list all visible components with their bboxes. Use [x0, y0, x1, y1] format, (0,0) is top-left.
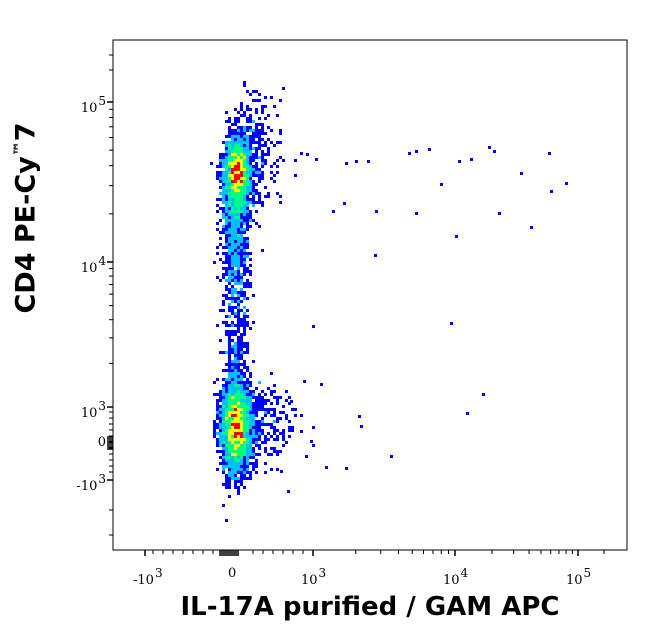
y-tick-label: 104 [80, 254, 106, 276]
y-tick-label: 0 [97, 435, 106, 450]
x-tick-label: 105 [566, 566, 592, 588]
y-tick-label: -103 [76, 472, 106, 494]
x-axis-label: IL-17A purified / GAM APC [180, 592, 560, 622]
y-tick-label: 103 [80, 399, 106, 421]
y-tick-label: 105 [80, 94, 106, 116]
plot-frame [112, 39, 628, 551]
density-dots [210, 81, 568, 522]
x-tick-label: 0 [228, 566, 237, 581]
y-axis-ticks [107, 54, 113, 536]
x-tick-label: 103 [301, 566, 327, 588]
x-tick-label: -103 [133, 566, 163, 588]
x-axis-ticks [144, 550, 605, 556]
x-tick-label: 104 [443, 566, 469, 588]
